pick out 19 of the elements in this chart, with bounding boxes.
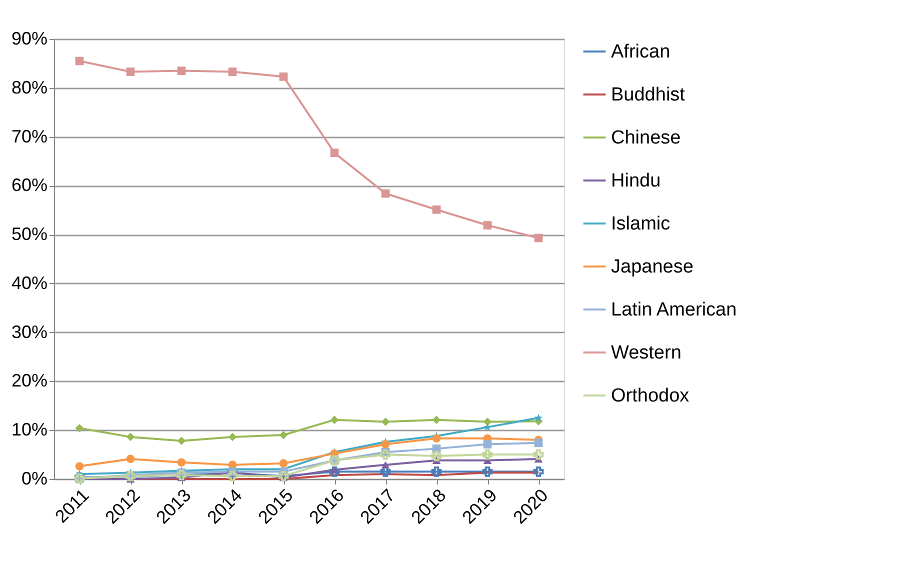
y-tick-label: 80% [11, 77, 48, 98]
y-tick-label: 30% [11, 322, 48, 342]
legend-label: Islamic [611, 214, 670, 234]
y-tick-label: 20% [11, 370, 48, 391]
legend-label: Chinese [611, 128, 681, 148]
legend-label: Buddhist [611, 84, 686, 106]
y-tick-label: 70% [11, 126, 48, 146]
y-tick-label: 90% [11, 28, 48, 48]
y-tick-label: 40% [11, 272, 48, 293]
legend-label: Japanese [611, 256, 694, 278]
legend-label: Western [611, 342, 682, 364]
y-tick-label: 0% [21, 468, 48, 488]
legend-label: African [611, 42, 670, 62]
legend-label: Latin American [611, 300, 737, 320]
y-tick-label: 50% [11, 224, 48, 244]
legend-label: Orthodox [611, 386, 690, 406]
y-tick-label: 10% [11, 420, 48, 440]
y-tick-label: 60% [11, 175, 48, 196]
legend-label: Hindu [611, 170, 661, 192]
